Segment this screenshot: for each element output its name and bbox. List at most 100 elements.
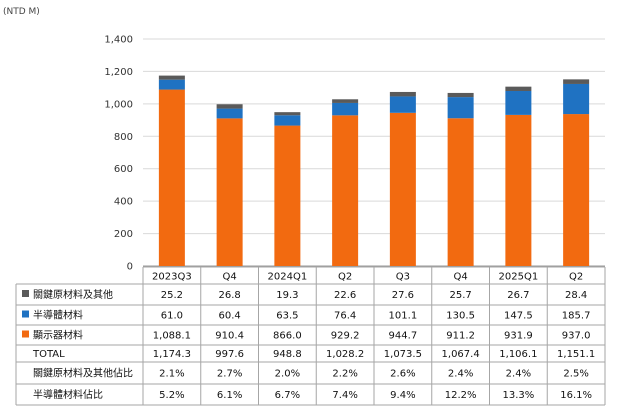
table-cell: 6.7% [275, 390, 300, 401]
bar-segment-display [216, 118, 243, 267]
bar-segment-semiconductor [447, 97, 474, 119]
bar-segment-display [332, 115, 359, 267]
bar-segment-semiconductor [274, 115, 301, 126]
legend-swatch [22, 330, 29, 338]
table-cell: 911.2 [446, 331, 475, 342]
table-cell: 130.5 [446, 311, 475, 322]
y-tick-label: 1,200 [104, 67, 133, 78]
table-cell: 76.4 [334, 311, 356, 322]
bar-segment-display [447, 118, 474, 266]
table-cell: 61.0 [161, 311, 183, 322]
y-tick-label: 400 [114, 197, 133, 208]
bar-segment-display [274, 125, 301, 266]
bar-segment-semiconductor [563, 83, 590, 115]
category-label: Q2 [338, 272, 352, 283]
table-row-label: 關鍵原材料及其他佔比 [33, 367, 133, 380]
category-label: Q4 [454, 272, 468, 283]
table-row-label: TOTAL [32, 349, 65, 360]
table-cell: 26.8 [218, 290, 240, 301]
y-tick-label: 0 [127, 262, 133, 273]
table-cell: 1,088.1 [153, 331, 191, 342]
category-label: 2025Q1 [499, 272, 539, 283]
table-row-label: 半導體材料 [33, 309, 83, 322]
table-cell: 2.7% [217, 369, 242, 380]
table-cell: 997.6 [215, 349, 244, 360]
legend-swatch [22, 290, 29, 297]
table-cell: 16.1% [560, 390, 592, 401]
table-cell: 60.4 [218, 311, 240, 322]
legend-swatch [22, 310, 29, 318]
table-cell: 7.4% [332, 390, 357, 401]
table-cell: 937.0 [562, 331, 591, 342]
table-cell: 2.4% [448, 369, 473, 380]
table-cell: 1,151.1 [557, 349, 595, 360]
table-cell: 1,106.1 [499, 349, 537, 360]
bar-segment-other [563, 79, 590, 84]
y-tick-label: 1,000 [104, 99, 133, 110]
table-cell: 2.5% [563, 369, 588, 380]
table-cell: 866.0 [273, 331, 302, 342]
table-cell: 27.6 [392, 290, 414, 301]
table-cell: 5.2% [159, 390, 184, 401]
bar-segment-display [389, 112, 416, 267]
table-cell: 1,073.5 [384, 349, 422, 360]
table-cell: 6.1% [217, 390, 242, 401]
table-cell: 13.3% [502, 390, 534, 401]
bar-segment-other [332, 99, 359, 103]
table-cell: 25.2 [161, 290, 183, 301]
unit-label: (NTD M) [3, 7, 40, 17]
y-tick-label: 200 [114, 229, 133, 240]
table-row-label: 半導體材料佔比 [33, 388, 103, 401]
table-cell: 1,174.3 [153, 349, 191, 360]
table-cell: 147.5 [504, 311, 533, 322]
bar-segment-other [447, 92, 474, 98]
category-label: 2023Q3 [152, 272, 192, 283]
table-row-label: 關鍵原材料及其他 [33, 288, 113, 301]
y-tick-label: 1,400 [104, 35, 133, 46]
table-cell: 63.5 [276, 311, 298, 322]
table-cell: 931.9 [504, 331, 533, 342]
table-cell: 944.7 [389, 331, 418, 342]
category-label: 2024Q1 [268, 272, 308, 283]
bar-segment-semiconductor [332, 102, 359, 116]
table-cell: 2.1% [159, 369, 184, 380]
table-cell: 28.4 [565, 290, 587, 301]
bar-segment-display [158, 89, 185, 266]
y-tick-label: 800 [114, 132, 133, 143]
table-cell: 101.1 [389, 311, 418, 322]
bar-segment-other [158, 75, 185, 80]
bar-segment-display [505, 114, 532, 266]
bar-segment-other [505, 86, 532, 91]
table-cell: 948.8 [273, 349, 302, 360]
table-cell: 19.3 [276, 290, 298, 301]
bar-segment-other [389, 91, 416, 97]
table-cell: 1,028.2 [326, 349, 364, 360]
bar-segment-semiconductor [216, 108, 243, 119]
bar-segment-display [563, 114, 590, 266]
y-tick-label: 600 [114, 164, 133, 175]
bar-segment-semiconductor [505, 90, 532, 115]
table-cell: 12.2% [445, 390, 477, 401]
table-row-label: 顯示器材料 [33, 329, 83, 342]
table-cell: 2.4% [506, 369, 531, 380]
category-label: Q3 [396, 272, 410, 283]
table-cell: 2.0% [275, 369, 300, 380]
table-cell: 929.2 [331, 331, 360, 342]
table-cell: 2.6% [390, 369, 415, 380]
table-cell: 1,067.4 [442, 349, 480, 360]
bar-segment-other [274, 112, 301, 116]
bar-segment-semiconductor [158, 79, 185, 90]
category-label: Q4 [223, 272, 237, 283]
table-cell: 25.7 [449, 290, 471, 301]
bar-segment-other [216, 104, 243, 109]
table-cell: 22.6 [334, 290, 356, 301]
table-cell: 185.7 [562, 311, 591, 322]
table-cell: 26.7 [507, 290, 529, 301]
table-cell: 910.4 [215, 331, 244, 342]
table-cell: 2.2% [332, 369, 357, 380]
bar-segment-semiconductor [389, 96, 416, 113]
category-label: Q2 [569, 272, 583, 283]
table-cell: 9.4% [390, 390, 415, 401]
